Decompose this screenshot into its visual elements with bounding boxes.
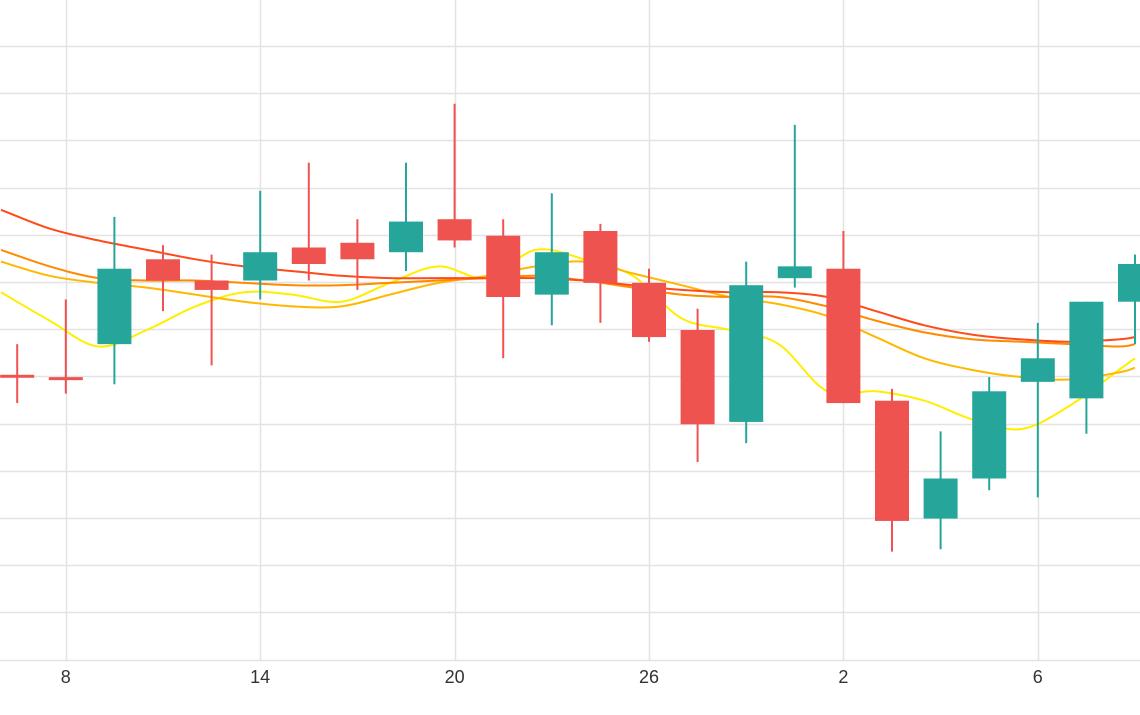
candle-1 [0,344,35,404]
x-tick-label: 26 [639,667,659,687]
candle-body [583,231,618,283]
candle-body [1020,358,1055,382]
candle-body [632,282,666,338]
candle-body [340,242,375,260]
candle-9 [389,162,423,272]
x-tick-label: 20 [445,667,465,687]
candle-body [1069,301,1104,399]
candle-body [146,259,180,281]
candle-16 [729,261,764,444]
candle-5 [194,254,229,366]
candle-22 [1020,322,1055,498]
candle-19 [875,388,909,552]
candle-7 [291,162,326,281]
candle-body [777,266,812,279]
candle-20 [923,431,958,550]
candle-13 [583,223,618,323]
candle-layer [0,103,1140,552]
candle-8 [340,219,375,290]
candle-21 [972,377,1007,491]
candle-body [972,391,1007,479]
x-tick-label: 6 [1033,667,1043,687]
candle-body [437,219,472,241]
candle-6 [243,190,278,300]
candle-body [243,252,278,281]
x-tick-label: 8 [61,667,71,687]
candle-11 [486,219,521,359]
x-tick-label: 14 [250,667,270,687]
candle-body [48,377,83,381]
candle-body [291,247,326,264]
candle-3 [97,216,132,385]
moving-average-layer [0,208,1136,431]
candle-14 [632,268,666,342]
candle-2 [48,299,83,394]
candle-body [729,285,764,422]
candle-body [923,478,958,519]
candle-body [97,268,132,345]
candle-17 [777,124,812,288]
candle-body [486,235,521,297]
x-tick-label: 2 [838,667,848,687]
candle-12 [534,193,569,326]
candle-body [389,221,423,253]
candle-4 [146,245,180,312]
candle-18 [826,231,861,404]
candle-body [1118,264,1140,302]
x-axis: 8 14 20 26 2 6 [61,667,1043,687]
candle-10 [437,103,472,248]
candle-body [194,280,229,290]
candle-body [875,400,909,521]
candle-body [680,330,715,425]
candle-15 [680,308,715,462]
candle-23 [1069,301,1104,434]
candle-body [826,268,861,404]
grid-layer [0,0,1140,662]
candle-body [534,252,569,295]
candle-24 [1118,254,1140,345]
candle-body [0,374,35,378]
